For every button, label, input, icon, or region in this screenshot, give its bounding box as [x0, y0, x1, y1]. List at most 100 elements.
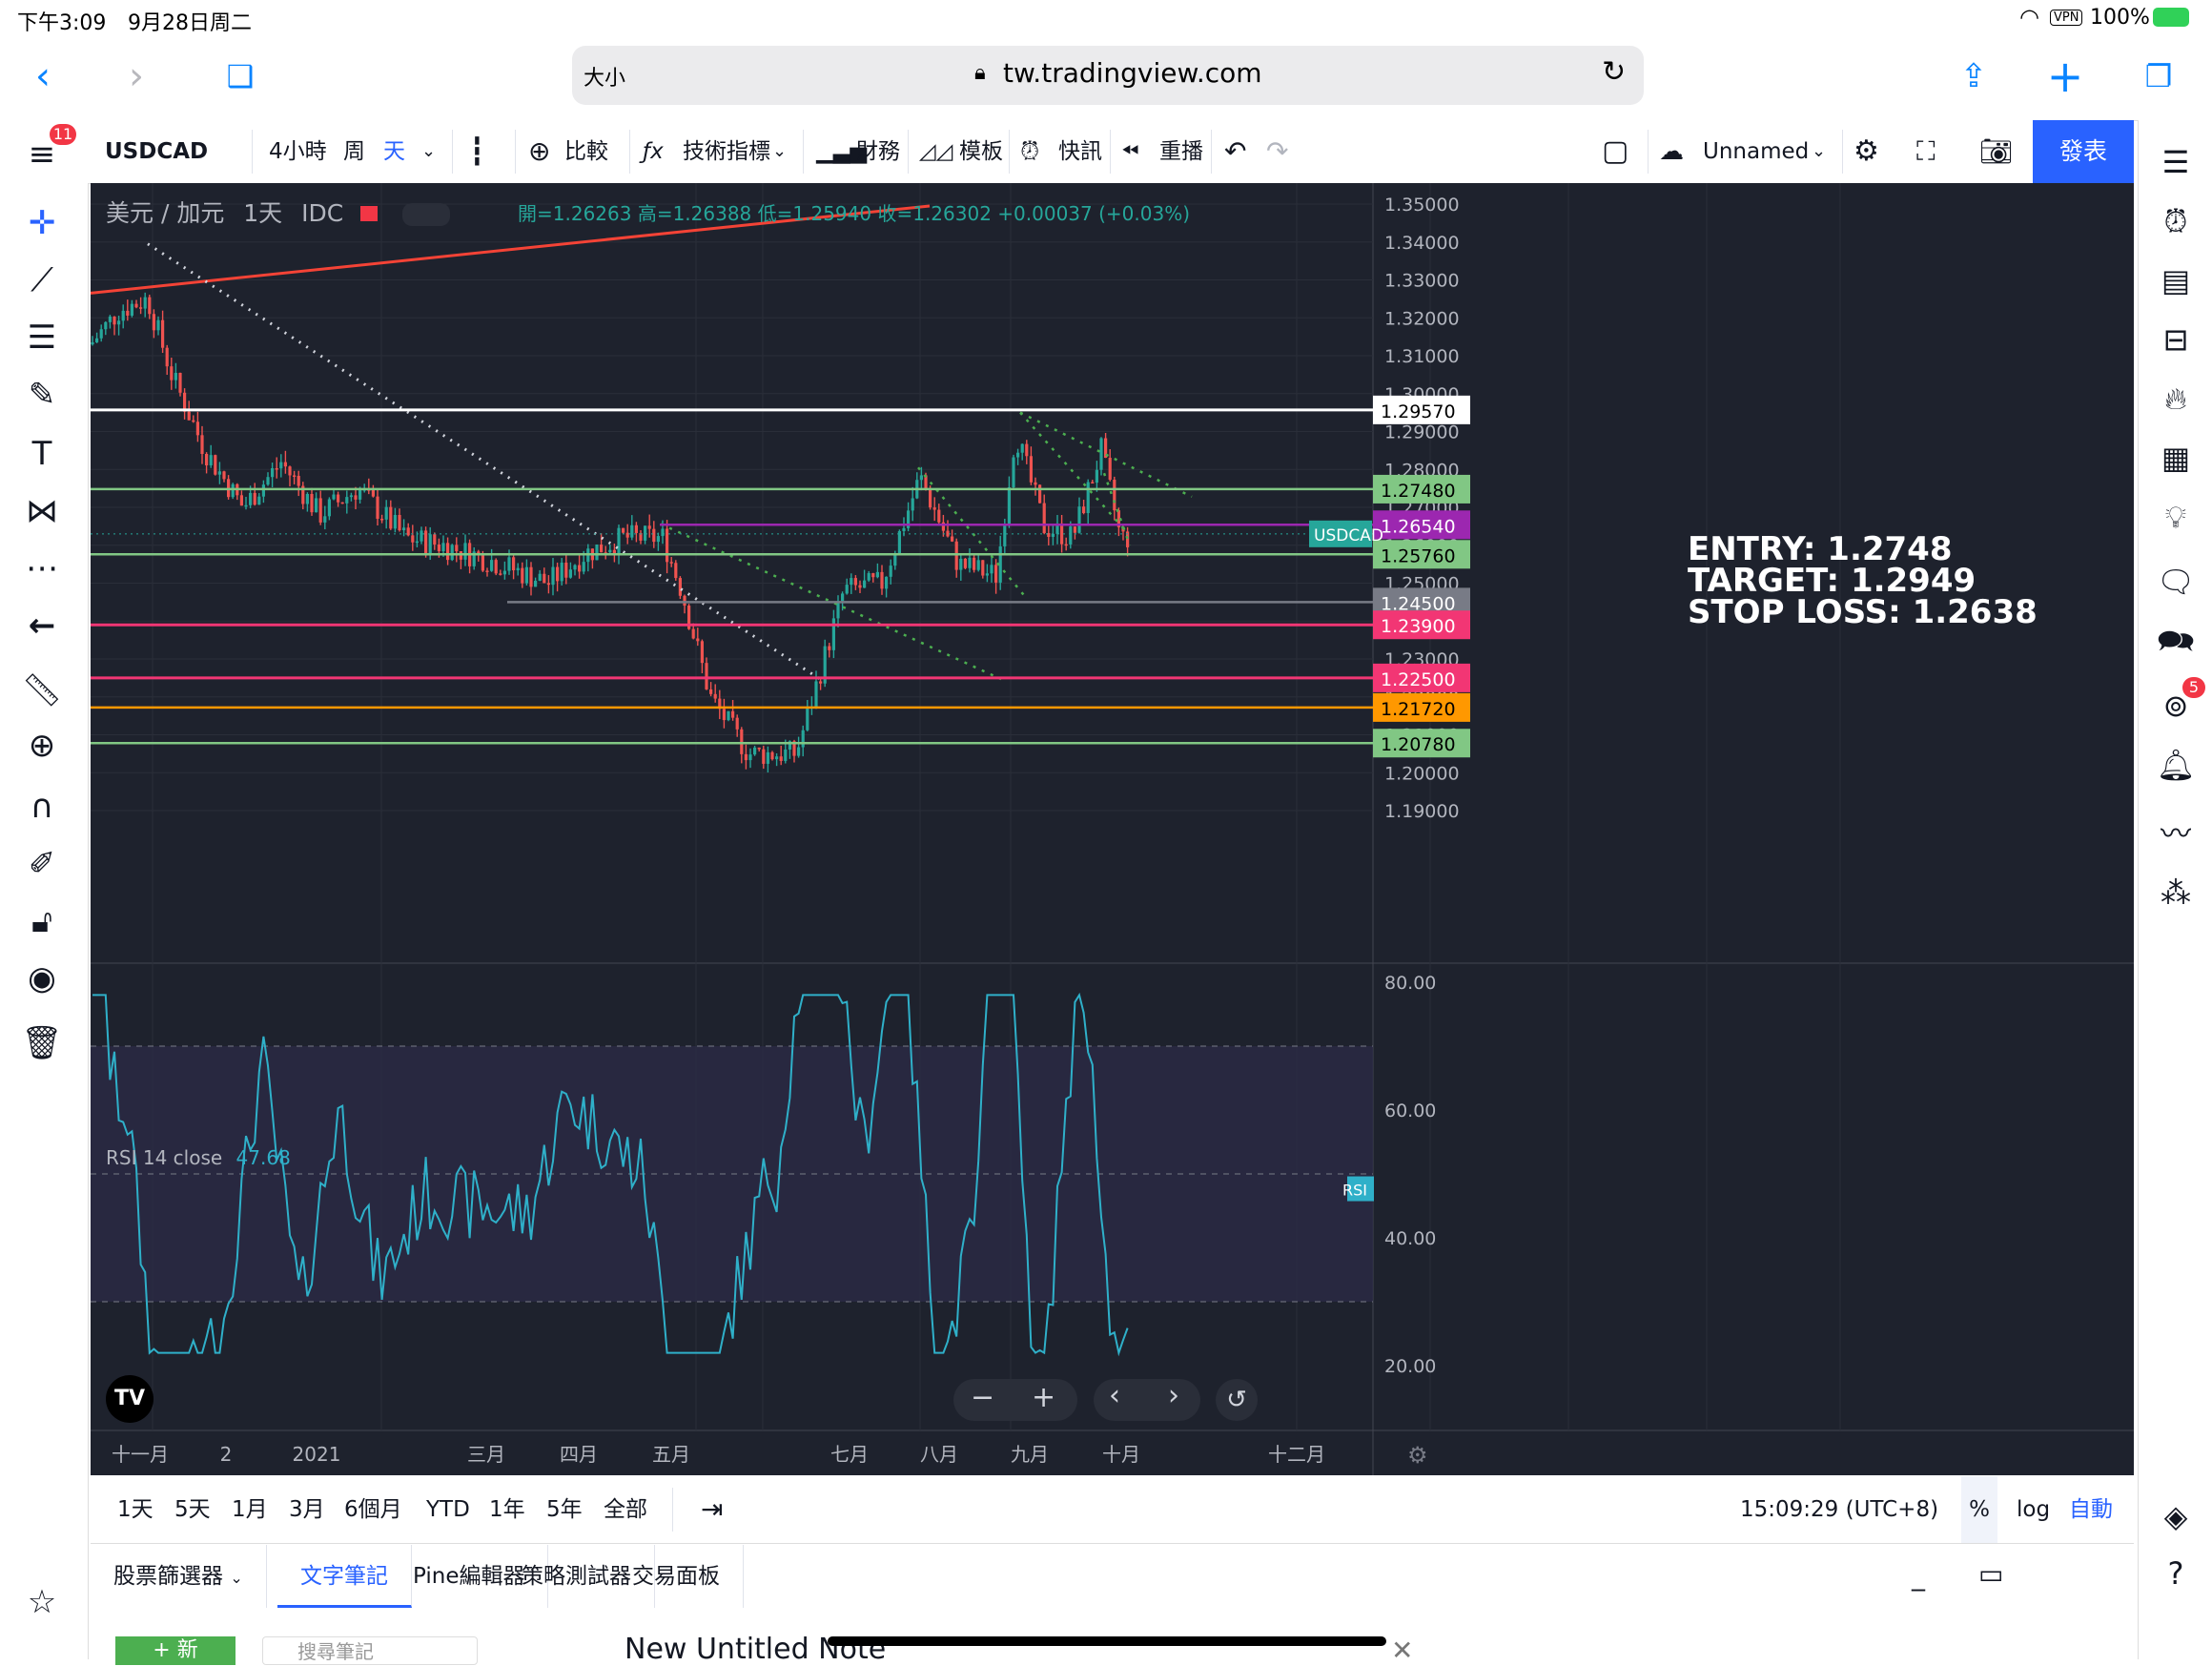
clock-text[interactable]: 15:09:29 (UTC+8)	[1740, 1497, 1939, 1522]
fullscreen-icon[interactable]: ⛶	[1916, 135, 1936, 167]
range-5d[interactable]: 5天	[174, 1497, 211, 1522]
crosshair-icon[interactable]: ✛	[28, 204, 56, 242]
magnet-icon[interactable]: ∩	[30, 788, 54, 826]
pattern-icon[interactable]: ⋈	[26, 492, 58, 530]
indicators-dropdown-icon[interactable]: ⌄	[772, 141, 788, 161]
range-1m[interactable]: 1月	[232, 1497, 268, 1522]
tab-strategy-tester[interactable]: 策略測試器	[499, 1545, 655, 1608]
new-note-button[interactable]: + 新	[115, 1636, 236, 1665]
text-tool-icon[interactable]: T	[31, 435, 52, 473]
interval-4h[interactable]: 4小時	[269, 139, 327, 164]
templates-icon[interactable]: ◿◿	[919, 139, 953, 164]
new-tab-icon[interactable]: +	[2046, 51, 2084, 102]
range-5y[interactable]: 5年	[546, 1497, 583, 1522]
menu-icon[interactable]: ≡	[28, 135, 56, 174]
bookmarks-icon[interactable]: ❑	[226, 58, 255, 94]
hide-arrow-icon[interactable]: ←	[28, 607, 56, 645]
tab-trading-panel[interactable]: 交易面板	[609, 1545, 744, 1608]
scroll-right-icon[interactable]: ›	[1168, 1379, 1179, 1412]
share-icon[interactable]: ⇪	[1959, 57, 1988, 95]
candle-type-icon[interactable]: ┇	[469, 135, 485, 167]
axis-settings-gear-icon[interactable]: ⚙	[1407, 1442, 1428, 1469]
financials-icon[interactable]: ▁▃▅	[816, 139, 868, 164]
reset-chart-icon[interactable]: ↺	[1216, 1379, 1258, 1421]
fib-icon[interactable]: ☰	[27, 319, 57, 357]
star-icon[interactable]: ☆	[27, 1583, 57, 1621]
scroll-left-icon[interactable]: ‹	[1109, 1379, 1120, 1412]
trading-panel-icon[interactable]: 〰	[2160, 815, 2191, 852]
layout-icon[interactable]: ▢	[1602, 134, 1629, 168]
news-icon[interactable]: ▤	[2161, 262, 2191, 298]
tab-screener[interactable]: 股票篩選器 ⌄	[91, 1545, 267, 1608]
chart-canvas[interactable]: 1.350001.340001.330001.320001.310001.300…	[91, 183, 2134, 1475]
layout-dropdown-icon[interactable]: ⌄	[1812, 141, 1827, 161]
range-6m[interactable]: 6個月	[344, 1497, 402, 1522]
replay-icon[interactable]: ⏪︎	[1121, 139, 1139, 164]
ruler-icon[interactable]: 📏︎	[21, 671, 63, 710]
minimize-icon[interactable]: _	[1912, 1560, 1925, 1592]
data-window-icon[interactable]: ⊟	[2162, 321, 2189, 358]
reload-icon[interactable]: ↻	[1602, 55, 1627, 89]
percent-toggle[interactable]: %	[1961, 1476, 1997, 1543]
range-1y[interactable]: 1年	[489, 1497, 525, 1522]
help-icon[interactable]: ?	[2167, 1555, 2184, 1592]
watchlist-icon[interactable]: ☰	[2161, 144, 2190, 180]
chat-icon[interactable]: 🗪	[2157, 623, 2195, 659]
layout-name[interactable]: Unnamed	[1703, 139, 1810, 164]
interval-dropdown-icon[interactable]: ⌄	[421, 141, 437, 161]
zoom-in-chart-icon[interactable]: +	[1032, 1381, 1056, 1414]
replay-button[interactable]: 重播	[1159, 139, 1203, 164]
compare-button[interactable]: 比較	[564, 139, 608, 164]
settings-gear-icon[interactable]: ⚙︎	[1854, 134, 1879, 168]
indicators-icon[interactable]: ƒx	[643, 139, 664, 164]
publish-button[interactable]: 發表	[2033, 120, 2134, 183]
dom-icon[interactable]: ⁂	[2161, 874, 2191, 911]
calendar-icon[interactable]: ▦	[2161, 440, 2191, 476]
camera-icon[interactable]: 📷︎	[1979, 135, 2014, 167]
alerts-button[interactable]: 快訊	[1058, 139, 1102, 164]
date-range-icon[interactable]: ⇥	[701, 1493, 724, 1525]
ideas-icon[interactable]: 💡︎	[2164, 499, 2187, 535]
tab-text-notes[interactable]: 文字筆記	[277, 1545, 412, 1608]
compare-icon[interactable]: ⊕	[528, 135, 551, 167]
auto-toggle[interactable]: 自動	[2069, 1497, 2113, 1522]
forward-icon[interactable]: ›	[129, 54, 144, 98]
hotlist-icon[interactable]: 🔥︎	[2164, 381, 2187, 417]
trend-line-icon[interactable]: ⟋	[31, 261, 53, 299]
symbol-search[interactable]: USDCAD	[105, 139, 209, 164]
notes-search-input[interactable]: 搜尋筆記	[262, 1636, 478, 1665]
notifications-bell-icon[interactable]: 🔔︎	[2156, 747, 2196, 783]
prediction-icon[interactable]: ⋯	[26, 549, 58, 587]
undo-icon[interactable]: ↶	[1224, 135, 1247, 167]
range-all[interactable]: 全部	[604, 1497, 647, 1522]
tab-pine-editor[interactable]: Pine編輯器	[390, 1545, 549, 1608]
close-note-icon[interactable]: ✕	[1391, 1635, 1414, 1666]
lock-drawings-icon[interactable]: 🔓︎	[31, 902, 53, 940]
address-bar[interactable]: 大小 🔒︎ tw.tradingview.com ↻	[572, 46, 1644, 105]
range-ytd[interactable]: YTD	[426, 1497, 470, 1522]
log-toggle[interactable]: log	[2017, 1497, 2051, 1522]
alert-icon[interactable]: ⏰︎	[1020, 137, 1040, 166]
zoom-in-icon[interactable]: ⊕	[28, 727, 56, 765]
financials-button[interactable]: 財務	[856, 139, 900, 164]
trash-icon[interactable]: 🗑︎	[21, 1024, 63, 1062]
alarm-icon[interactable]: ⏰︎	[2163, 203, 2188, 239]
text-size-button[interactable]: 大小	[584, 67, 626, 91]
zoom-out-icon[interactable]: −	[971, 1381, 995, 1414]
chart-area[interactable]: 1.35000 1.34000 1.33000 1.32000 1.31000 1.300…	[91, 183, 2134, 1475]
back-icon[interactable]: ‹	[35, 54, 51, 98]
range-3m[interactable]: 3月	[289, 1497, 325, 1522]
indicators-button[interactable]: 技術指標	[683, 139, 770, 164]
tabs-icon[interactable]: ❐	[2144, 58, 2173, 94]
maximize-icon[interactable]: ▭	[1978, 1558, 2004, 1590]
interval-week[interactable]: 周	[343, 139, 365, 164]
cloud-icon[interactable]: ☁︎	[1659, 137, 1684, 166]
flag-icon[interactable]	[360, 206, 379, 221]
eye-icon[interactable]: ◉	[28, 959, 56, 998]
templates-button[interactable]: 模板	[959, 139, 1003, 164]
drawing-mode-icon[interactable]: ✐	[28, 845, 56, 883]
brush-icon[interactable]: ✎	[28, 376, 56, 414]
redo-icon[interactable]: ↷	[1266, 135, 1289, 167]
interval-day[interactable]: 天	[383, 139, 405, 164]
layers-icon[interactable]: ◈	[2163, 1498, 2188, 1534]
